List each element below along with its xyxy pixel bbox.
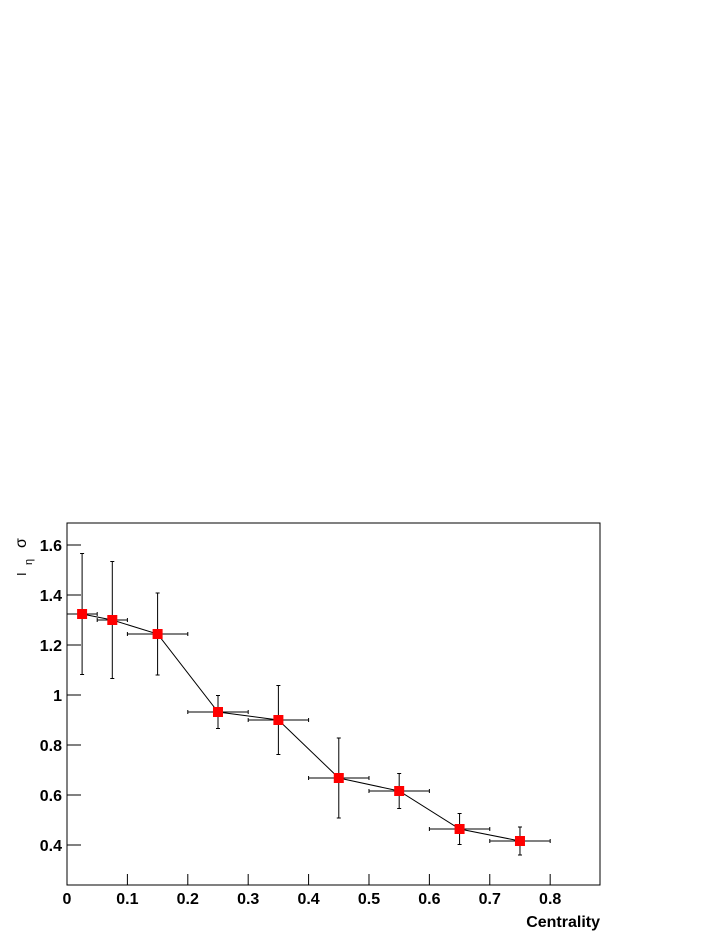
x-tick-label: 0.6	[418, 891, 440, 908]
y-tick-label: 0.6	[40, 788, 62, 805]
plot-frame	[66, 522, 601, 886]
y-tick-label: 1.4	[40, 588, 62, 605]
line	[82, 613, 521, 842]
marker	[333, 773, 344, 783]
y-tick-label: 1.6	[40, 538, 62, 555]
y-tick-label: 0.4	[40, 838, 62, 855]
y-title-sub: η	[23, 559, 35, 565]
marker	[212, 707, 223, 717]
x-axis-title: Centrality	[526, 914, 600, 931]
x-tick-label: 0.3	[237, 891, 259, 908]
x-tick-label: 0.1	[116, 891, 138, 908]
x-tick-label: 0.7	[479, 891, 501, 908]
marker	[107, 615, 118, 625]
marker	[394, 786, 405, 796]
y-axis-title: σ η I	[13, 538, 35, 576]
marker	[77, 609, 88, 619]
y-title-suffix: I	[14, 572, 29, 576]
marker	[152, 629, 163, 639]
marker	[514, 836, 525, 846]
y-title-main: σ	[13, 538, 30, 548]
x-tick-label: 0.2	[177, 891, 199, 908]
y-tick-label: 1	[53, 688, 62, 705]
x-tick-label: 0.8	[539, 891, 561, 908]
x-tick-label: 0	[63, 891, 72, 908]
y-tick-label: 0.8	[40, 738, 62, 755]
marker	[273, 715, 284, 725]
x-tick-label: 0.4	[297, 891, 319, 908]
marker	[454, 824, 465, 834]
y-tick-label: 1.2	[40, 638, 62, 655]
x-tick-label: 0.5	[358, 891, 380, 908]
